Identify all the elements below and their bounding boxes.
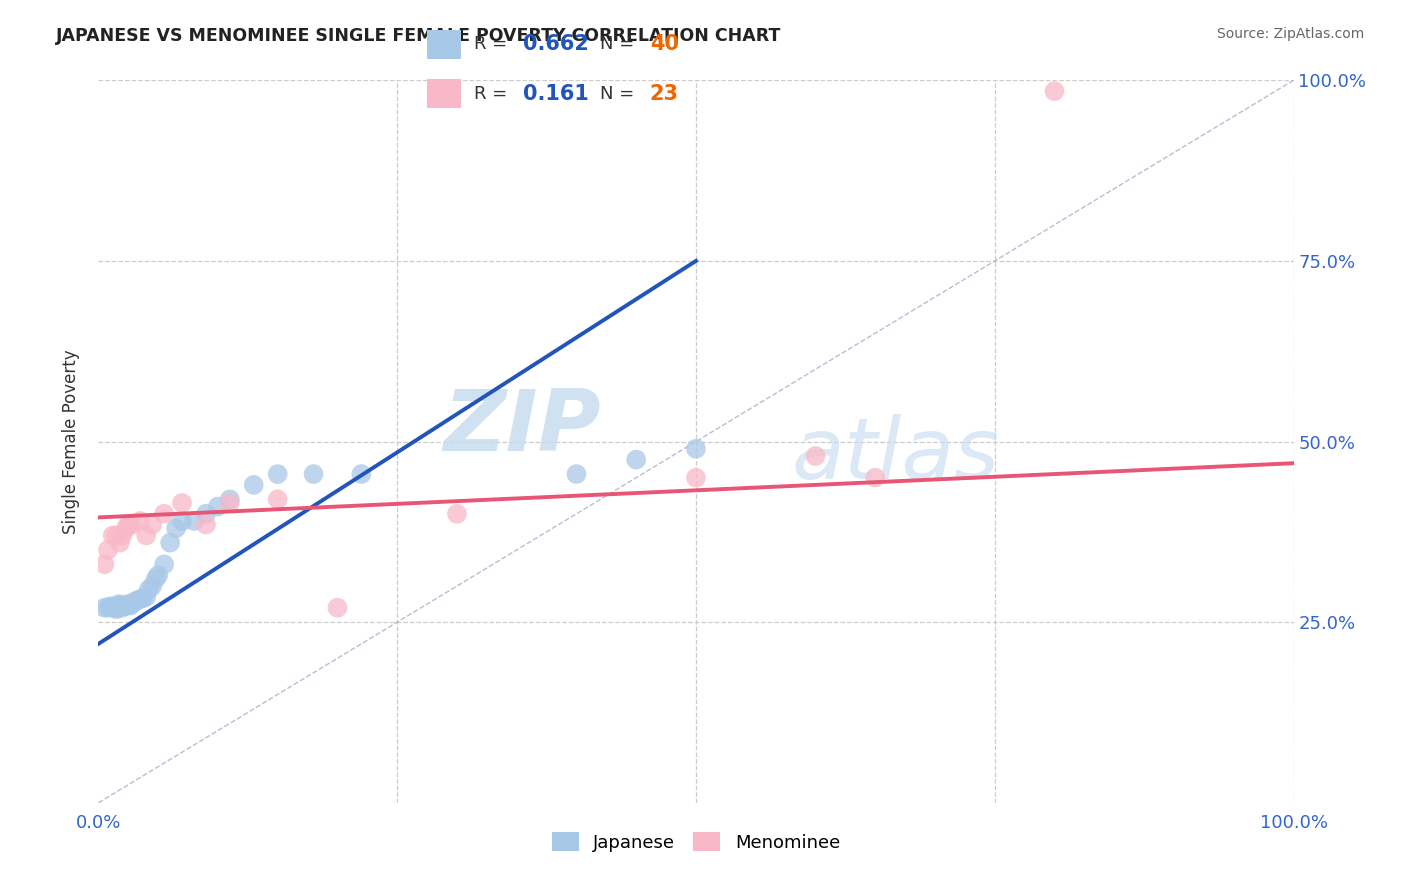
Point (153, 558, 176, 572)
Point (165, 521, 187, 535)
Point (101, 528, 124, 542)
Point (148, 568, 170, 582)
Point (110, 599, 132, 613)
Text: Source: ZipAtlas.com: Source: ZipAtlas.com (1216, 27, 1364, 41)
Point (118, 598, 141, 612)
Point (138, 582, 160, 597)
Point (125, 593, 148, 607)
Point (97, 542, 120, 557)
Point (195, 507, 218, 521)
Point (141, 517, 163, 532)
Point (243, 478, 266, 492)
Point (107, 597, 129, 611)
Point (115, 521, 138, 535)
Point (101, 599, 124, 614)
Point (172, 496, 194, 510)
FancyBboxPatch shape (427, 79, 461, 108)
Point (326, 600, 349, 615)
Point (97, 600, 120, 615)
Point (159, 535, 181, 549)
Point (195, 517, 218, 532)
Text: ZIP: ZIP (443, 385, 600, 468)
Point (117, 517, 139, 532)
Point (153, 507, 176, 521)
Point (626, 452, 648, 467)
Point (350, 467, 373, 481)
Point (115, 598, 138, 612)
Text: JAPANESE VS MENOMINEE SINGLE FEMALE POVERTY CORRELATION CHART: JAPANESE VS MENOMINEE SINGLE FEMALE POVE… (56, 27, 782, 45)
Point (121, 517, 143, 532)
Point (93, 600, 115, 615)
Point (107, 600, 129, 615)
FancyBboxPatch shape (427, 30, 461, 59)
Point (120, 599, 142, 613)
Point (207, 500, 229, 514)
Point (98, 599, 122, 614)
Point (117, 597, 139, 611)
Point (111, 600, 134, 615)
Point (446, 507, 468, 521)
Point (135, 528, 157, 542)
Text: R =: R = (474, 85, 513, 103)
Point (141, 579, 163, 593)
Point (172, 514, 194, 528)
Point (124, 595, 146, 609)
Point (685, 442, 707, 456)
Point (131, 591, 153, 606)
Point (685, 470, 707, 484)
Point (105, 602, 128, 616)
Text: atlas: atlas (792, 415, 1000, 498)
Point (267, 467, 290, 481)
Text: 0.161: 0.161 (523, 84, 589, 103)
Text: 23: 23 (650, 84, 679, 103)
Point (111, 528, 134, 542)
Point (219, 496, 242, 510)
Point (108, 535, 131, 549)
Point (129, 514, 152, 528)
Text: 40: 40 (650, 34, 679, 54)
Point (183, 514, 205, 528)
Point (103, 600, 125, 615)
Point (804, 449, 827, 463)
Point (145, 572, 167, 586)
Y-axis label: Single Female Poverty: Single Female Poverty (62, 350, 80, 533)
Point (302, 467, 325, 481)
Point (1043, 84, 1066, 98)
Point (129, 592, 152, 607)
Point (105, 528, 128, 542)
Legend: Japanese, Menominee: Japanese, Menominee (544, 825, 848, 859)
Point (267, 492, 290, 507)
Point (219, 492, 242, 507)
Point (135, 590, 157, 604)
Point (865, 470, 887, 484)
Point (565, 467, 588, 481)
Text: R =: R = (474, 35, 513, 53)
Text: 0.662: 0.662 (523, 34, 589, 54)
Point (93, 558, 115, 572)
Point (108, 599, 131, 614)
Point (114, 599, 136, 614)
Text: N =: N = (600, 35, 640, 53)
Text: N =: N = (600, 85, 640, 103)
